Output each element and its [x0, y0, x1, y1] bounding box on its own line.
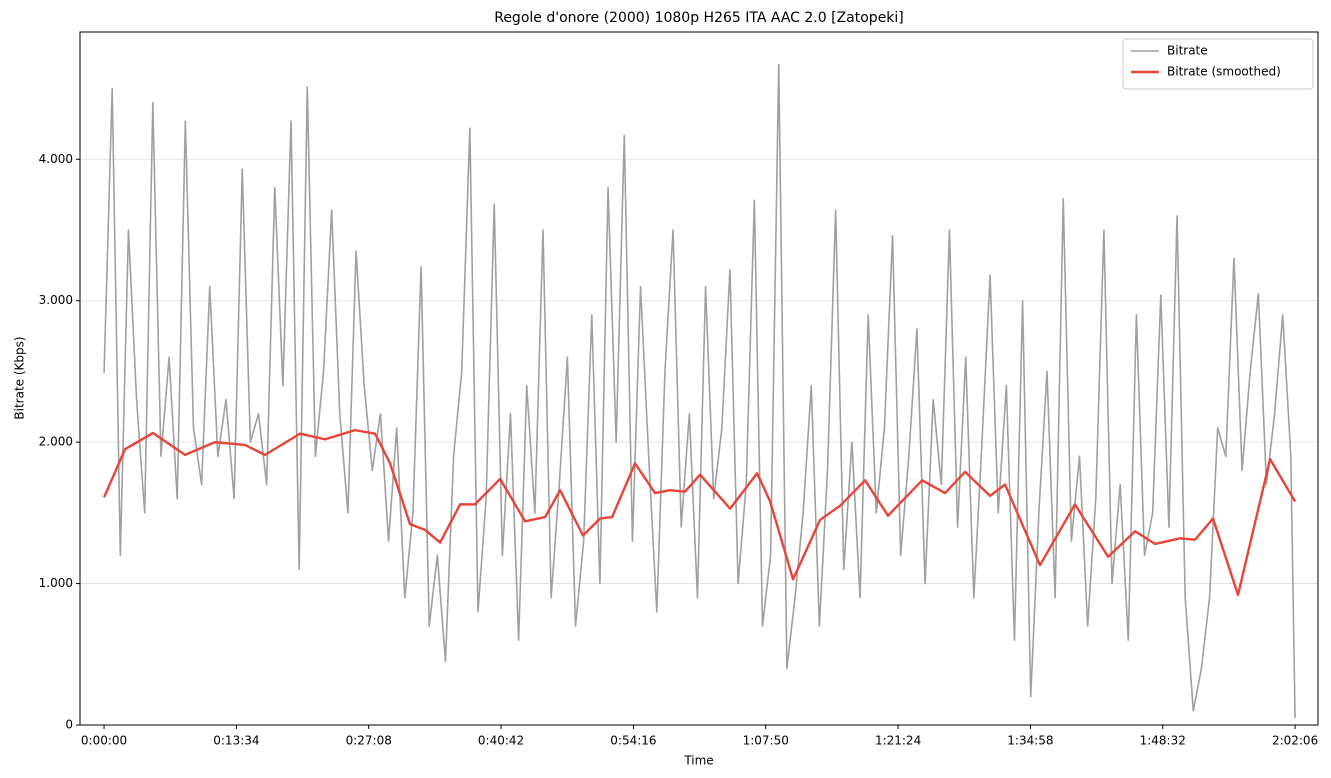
x-tick-label: 0:40:42 [478, 734, 524, 748]
y-tick-label: 0 [65, 718, 73, 732]
x-tick-label: 2:02:06 [1272, 734, 1318, 748]
legend-label: Bitrate (smoothed) [1167, 65, 1281, 79]
x-tick-label: 1:21:24 [875, 734, 921, 748]
series-line [103, 63, 1296, 718]
y-tick-label: 3.000 [39, 293, 73, 307]
x-tick-label: 1:07:50 [743, 734, 789, 748]
y-axis-label: Bitrate (Kbps) [13, 336, 27, 419]
legend-label: Bitrate [1167, 44, 1208, 58]
y-tick-label: 4.000 [39, 152, 73, 166]
legend-box [1122, 38, 1314, 90]
x-tick-label: 0:13:34 [213, 734, 259, 748]
y-tick-label: 2.000 [39, 435, 73, 449]
x-axis-label: Time [683, 754, 713, 768]
x-tick-label: 1:34:58 [1007, 734, 1053, 748]
x-tick-label: 0:54:16 [610, 734, 656, 748]
y-tick-label: 1.000 [39, 576, 73, 590]
x-tick-label: 1:48:32 [1140, 734, 1186, 748]
x-tick-label: 0:00:00 [81, 734, 127, 748]
chart-title: Regole d'onore (2000) 1080p H265 ITA AAC… [494, 10, 904, 26]
x-tick-label: 0:27:08 [346, 734, 392, 748]
series-line [102, 428, 1297, 597]
plot-frame [79, 31, 1319, 726]
